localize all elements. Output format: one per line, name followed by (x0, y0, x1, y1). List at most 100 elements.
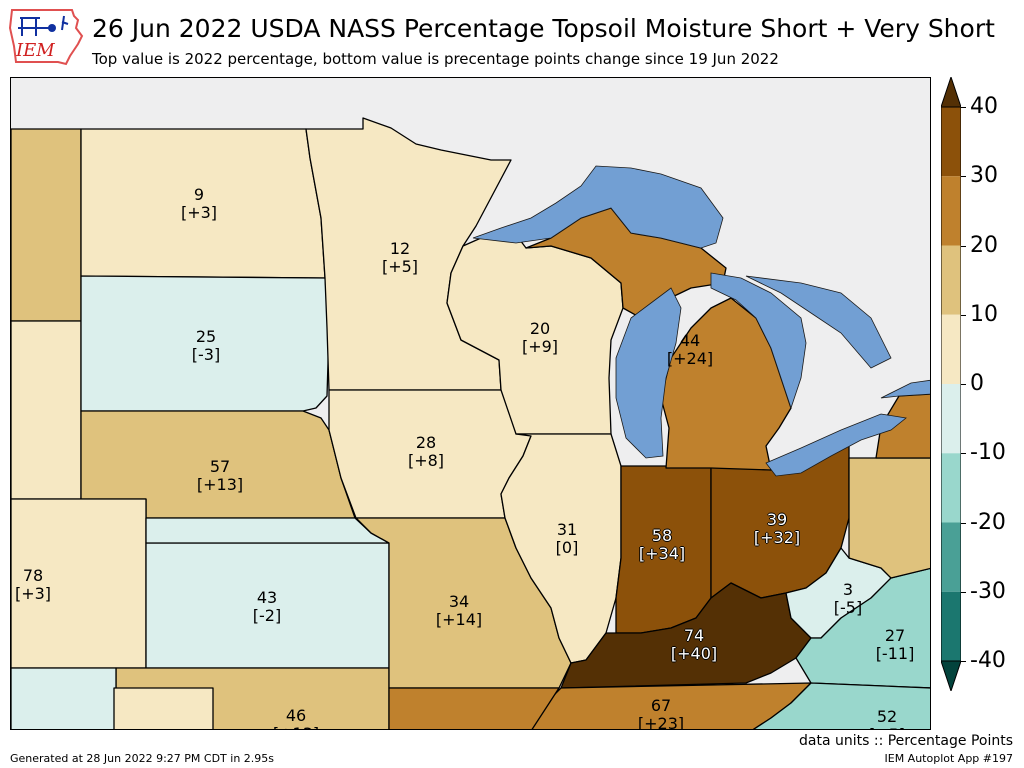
app-id: IEM Autoplot App #197 (884, 752, 1014, 765)
state-value: 12 (389, 239, 411, 258)
region-ks-top (145, 517, 390, 544)
region-ok-pan (11, 667, 117, 729)
state-label-mn: 12 [+5] (382, 240, 418, 276)
state-label-ne: 57 [+13] (197, 458, 243, 494)
colorbar-tick-mark (961, 176, 966, 178)
colorbar-tick-label: 40 (970, 94, 998, 119)
state-change: [+40] (670, 644, 718, 663)
state-change: [+34] (638, 544, 686, 563)
state-value: 27 (884, 626, 906, 645)
state-change: [+5] (381, 257, 419, 276)
colorbar-tick-mark (961, 314, 966, 316)
iem-logo: IEM (6, 6, 86, 68)
state-value: 28 (415, 433, 437, 452)
map-subtitle: Top value is 2022 percentage, bottom val… (92, 50, 779, 68)
state-label-mi: 44 [+24] (667, 332, 713, 368)
lake-erie (765, 413, 907, 477)
state-label-ok: 46[+13] (273, 707, 319, 730)
state-label-ky: 74 [+40] (671, 627, 717, 663)
state-value: 74 (683, 626, 705, 645)
colorbar-segment (941, 384, 961, 454)
state-change: [+14] (435, 610, 483, 629)
region-nc (752, 682, 930, 729)
state-label-ks: 43 [-2] (253, 589, 281, 625)
state-label-sd: 25 [-3] (192, 328, 220, 364)
colorbar-segment (941, 453, 961, 523)
state-change: [+3] (14, 584, 52, 603)
state-value: 67 (650, 696, 672, 715)
state-change: [+5] (869, 726, 905, 730)
state-value: 31 (556, 520, 578, 539)
colorbar-tick-label: 10 (970, 301, 998, 327)
state-map (11, 117, 930, 729)
state-label-nd: 9 [+3] (181, 186, 217, 222)
svg-text:IEM: IEM (15, 40, 55, 61)
state-value: 25 (195, 327, 217, 346)
state-label-oh: 39 [+32] (754, 511, 800, 547)
colorbar-segment (941, 107, 961, 177)
lake-ontario (880, 379, 930, 399)
state-label-ia: 28 [+8] (408, 434, 444, 470)
colorbar-top-arrow (941, 77, 961, 108)
state-change: [0] (555, 538, 579, 557)
colorbar-segment (941, 176, 961, 246)
state-label-co: 78 [+3] (15, 567, 51, 603)
state-label-wi: 20 [+9] (522, 320, 558, 356)
region-ar (388, 687, 560, 729)
region-wi (446, 227, 624, 435)
state-value: 57 (209, 457, 231, 476)
colorbar-tick-mark (961, 384, 966, 385)
colorbar-tick-label: -40 (970, 648, 1006, 673)
lake-michigan (615, 287, 682, 459)
colorbar (941, 77, 961, 691)
data-units: data units :: Percentage Points (799, 733, 1013, 749)
state-value: 43 (256, 588, 278, 607)
state-change: [-2] (252, 606, 282, 625)
state-value: 58 (651, 526, 673, 545)
colorbar-segment (941, 245, 961, 315)
region-pa (848, 457, 930, 579)
state-label-mo: 34 [+14] (436, 593, 482, 629)
state-change: [+13] (273, 725, 319, 730)
georgian-bay (745, 275, 892, 369)
map-panel: 9 [+3] 12 [+5] 25 [-3] 20 [+9] 44 [+24] 57 [+13] 28[… (10, 77, 931, 730)
colorbar-tick-label: -20 (970, 509, 1006, 535)
colorbar-tick-label: -10 (970, 440, 1006, 466)
region-mt (11, 128, 82, 322)
colorbar-frame (941, 106, 961, 662)
region-mi-lp (660, 297, 792, 471)
state-value: 34 (448, 592, 470, 611)
state-label-wv: 3 [-5] (834, 581, 862, 617)
state-value: 3 (842, 580, 854, 599)
colorbar-tick-label: -30 (970, 578, 1006, 604)
state-change: [+9] (521, 337, 559, 356)
state-change: [+13] (196, 475, 244, 494)
state-label-nc: 52[+5] (869, 708, 905, 730)
state-change: [-3] (191, 345, 221, 364)
colorbar-tick-mark (961, 661, 966, 662)
state-value: 46 (285, 706, 307, 725)
colorbar-segment (941, 314, 961, 384)
state-label-il: 31 [0] (556, 521, 579, 557)
state-value: 9 (193, 185, 205, 204)
generated-stamp: Generated at 28 Jun 2022 9:27 PM CDT in … (10, 752, 275, 765)
state-label-va: 27 [-11] (876, 627, 915, 663)
state-label-in: 58 [+34] (639, 527, 685, 563)
state-label-tn: 67 [+23] (638, 697, 684, 730)
state-change: [+23] (637, 714, 685, 730)
colorbar-tick-mark (961, 245, 966, 247)
state-value: 52 (876, 707, 898, 726)
state-change: [-11] (875, 644, 915, 663)
colorbar-tick-label: 0 (970, 371, 984, 396)
colorbar-tick-mark (961, 522, 966, 524)
state-change: [-5] (833, 598, 863, 617)
region-tx-pan (113, 687, 214, 729)
colorbar-tick-mark (961, 453, 966, 455)
colorbar-segment (941, 591, 961, 661)
lake-huron (710, 272, 807, 410)
state-change: [+24] (666, 349, 714, 368)
lake-superior (472, 165, 724, 249)
state-value: 20 (529, 319, 551, 338)
colorbar-tick-mark (961, 107, 966, 108)
colorbar-tick-label: 30 (970, 163, 998, 189)
